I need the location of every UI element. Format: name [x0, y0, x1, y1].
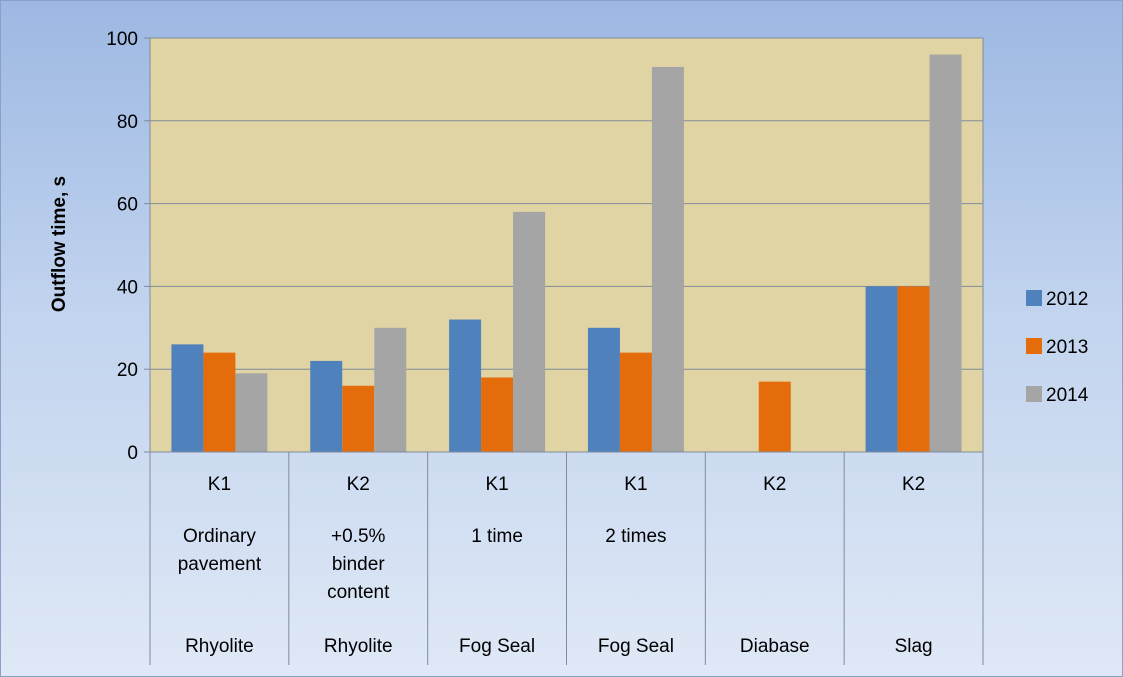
category-label-level3: Slag	[895, 636, 933, 657]
category-label-level3: Diabase	[740, 636, 810, 657]
category-label-level3: Rhyolite	[324, 636, 393, 657]
category-label-level2: 1 time	[471, 526, 523, 547]
category-label-level2: pavement	[178, 554, 262, 575]
y-tick-label: 0	[127, 443, 138, 464]
legend-label-2014: 2014	[1046, 385, 1089, 406]
category-label-level1: K2	[347, 474, 370, 495]
category-label-level1: K2	[763, 474, 786, 495]
legend-swatch-2012	[1026, 290, 1042, 306]
bar-2014-3	[513, 211, 546, 452]
bar-2012-2	[310, 360, 343, 452]
category-label-level3: Rhyolite	[185, 636, 254, 657]
bar-2013-2	[342, 385, 375, 452]
bar-2013-6	[897, 286, 930, 452]
y-axis-title: Outflow time, s	[49, 176, 70, 312]
bar-2013-1	[203, 352, 236, 452]
category-label-level1: K1	[485, 474, 508, 495]
bar-2012-6	[865, 286, 898, 452]
category-label-level2: Ordinary	[183, 526, 256, 547]
y-tick-label: 100	[106, 29, 138, 50]
category-label-level3: Fog Seal	[459, 636, 535, 657]
category-axis-group: K1 K2 K1 K1 K2 K2 Ordinary pavement +0.5% binder c…	[149, 452, 984, 665]
bar-2013-5	[758, 381, 791, 452]
plot-background	[150, 38, 983, 452]
category-label-level2: binder	[332, 554, 385, 575]
bar-2014-2	[374, 327, 407, 452]
legend: 2012 2013 2014	[1026, 289, 1089, 406]
legend-swatch-2014	[1026, 386, 1042, 402]
y-tick-label: 40	[117, 277, 138, 298]
bar-2012-1	[171, 344, 204, 452]
category-label-level2: content	[327, 582, 390, 603]
bars-group	[171, 54, 962, 453]
category-label-level2: 2 times	[605, 526, 666, 547]
y-tick-label: 60	[117, 195, 138, 216]
bar-2012-3	[449, 319, 482, 452]
category-label-level1: K1	[624, 474, 647, 495]
legend-label-2013: 2013	[1046, 337, 1088, 358]
category-label-level3: Fog Seal	[598, 636, 674, 657]
legend-label-2012: 2012	[1046, 289, 1088, 310]
y-tick-label: 20	[117, 360, 138, 381]
category-label-level2: +0.5%	[331, 526, 386, 547]
y-tick-label: 80	[117, 112, 138, 133]
bar-2014-1	[235, 373, 268, 452]
bar-2013-4	[619, 352, 652, 452]
bar-2014-6	[929, 54, 962, 453]
plot-area	[150, 37, 983, 452]
bar-2014-4	[651, 66, 684, 452]
bar-2012-4	[587, 327, 620, 452]
category-label-level1: K1	[208, 474, 231, 495]
category-label-level1: K2	[902, 474, 925, 495]
bar-2013-3	[481, 377, 514, 452]
legend-swatch-2013	[1026, 338, 1042, 354]
